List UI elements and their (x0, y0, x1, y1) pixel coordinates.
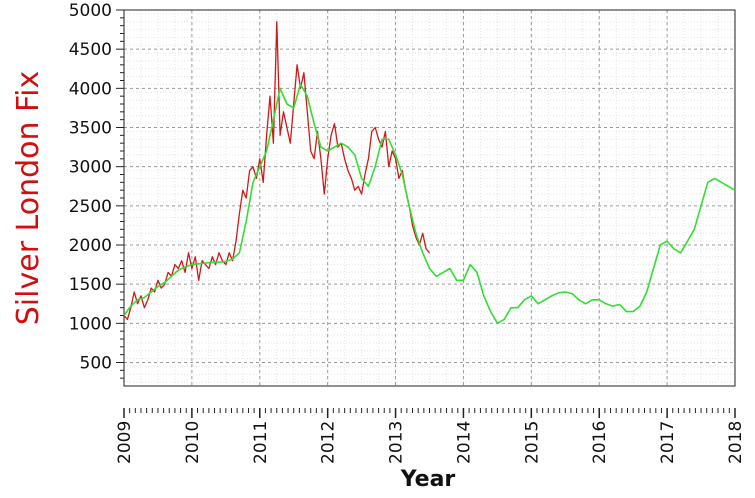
series-line-1 (123, 21, 430, 321)
y-tick-label: 1000 (69, 314, 112, 334)
y-tick-label: 5000 (69, 1, 112, 21)
x-tick-label: 2009 (115, 421, 135, 464)
y-tick-label: 4000 (69, 79, 112, 99)
series-line-2 (123, 83, 736, 325)
x-tick-label: 2010 (183, 421, 203, 464)
y-tick-label: 3000 (69, 158, 112, 178)
y-tick-label: 2500 (69, 197, 112, 217)
minor-grid (123, 10, 735, 386)
y-tick-label: 3500 (69, 119, 112, 139)
x-tick-label: 2015 (522, 421, 542, 464)
x-tick-label: 2014 (454, 421, 474, 464)
x-tick-label: 2016 (590, 421, 610, 464)
y-axis: 500 1000 1500 2000 2500 3000 3500 4000 4500 5000 (69, 1, 124, 379)
x-axis: 2009 2010 2011 2012 2013 2014 2015 2016 2017 2018 (115, 408, 746, 464)
y-tick-label: 500 (80, 354, 112, 374)
major-grid (123, 9, 736, 386)
x-tick-label: 2018 (726, 421, 746, 464)
series-layer (123, 21, 736, 325)
x-tick-label: 2013 (387, 421, 407, 464)
x-tick-label: 2011 (251, 421, 271, 464)
x-tick-label: 2012 (319, 421, 339, 464)
y-tick-label: 1500 (69, 275, 112, 295)
plot-frame (123, 9, 736, 387)
x-tick-label: 2017 (658, 421, 678, 464)
y-tick-label: 4500 (69, 40, 112, 60)
x-axis-label: Year (400, 467, 456, 492)
y-tick-label: 2000 (69, 236, 112, 256)
y-axis-label: Silver London Fix (11, 71, 46, 325)
